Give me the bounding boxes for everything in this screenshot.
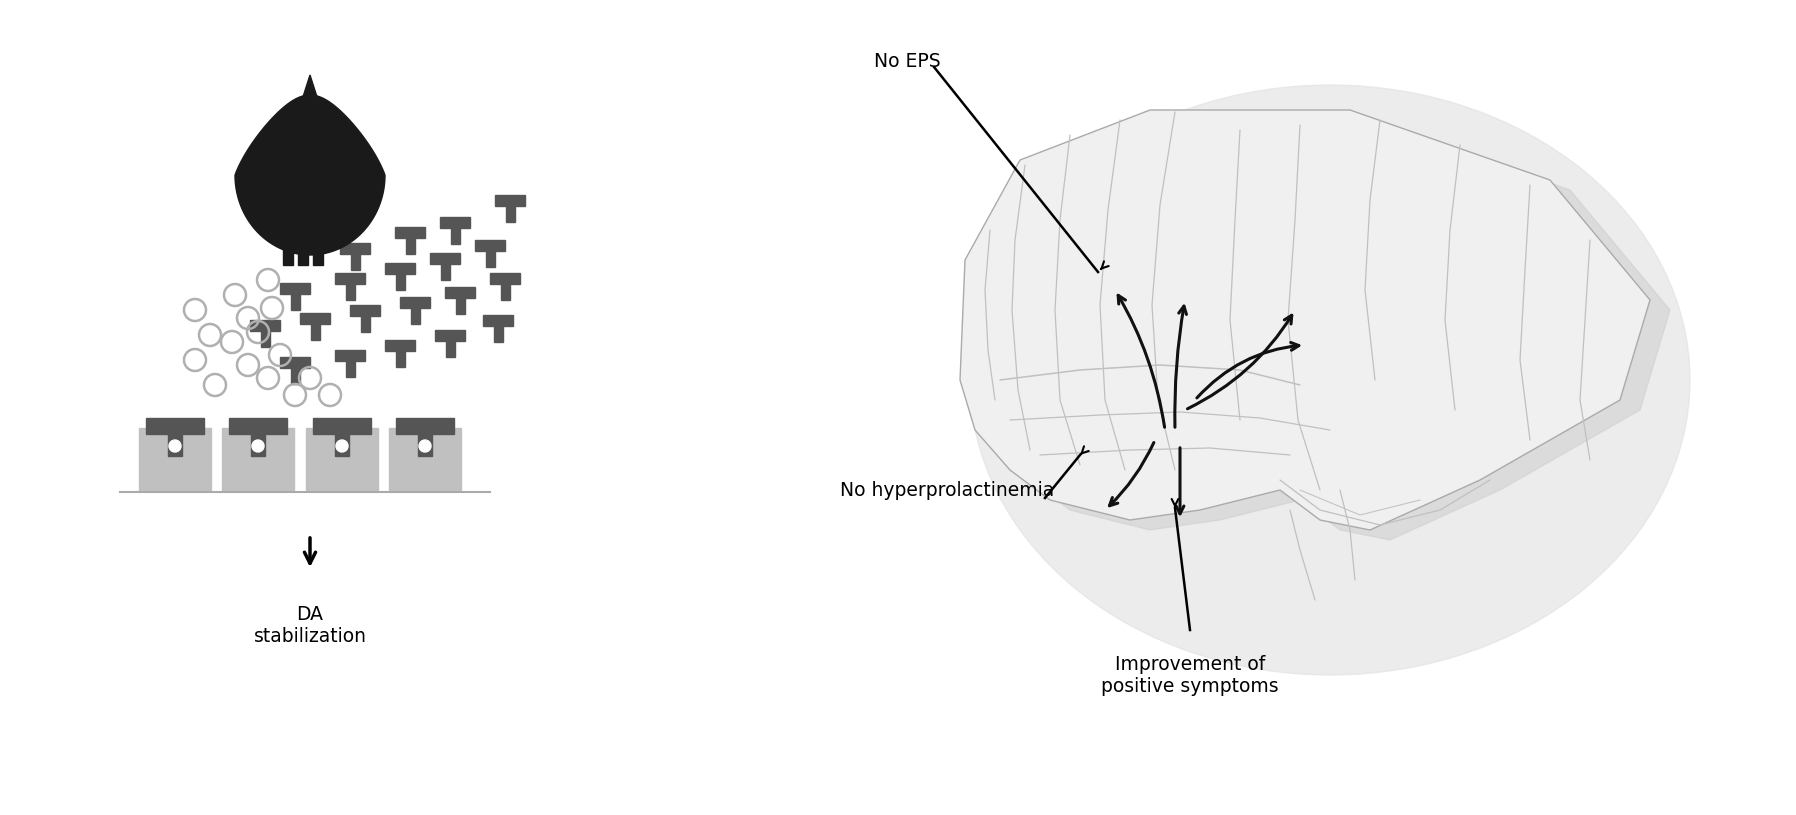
Polygon shape [284,247,293,265]
Polygon shape [445,287,474,297]
Polygon shape [451,227,460,244]
Polygon shape [230,418,287,434]
Bar [138,428,210,490]
Polygon shape [505,205,514,222]
Polygon shape [235,95,384,255]
Polygon shape [345,284,354,299]
Polygon shape [456,297,465,314]
Polygon shape [474,240,505,250]
Polygon shape [395,227,426,237]
Polygon shape [961,110,1651,530]
Polygon shape [485,250,494,267]
Polygon shape [250,319,280,331]
Polygon shape [313,418,372,434]
Polygon shape [339,243,370,253]
Polygon shape [298,247,307,265]
Polygon shape [401,297,429,307]
Text: Improvement of
positive symptoms: Improvement of positive symptoms [1101,655,1279,696]
Polygon shape [435,329,465,341]
Polygon shape [280,283,311,293]
Polygon shape [336,434,348,456]
Circle shape [251,440,264,452]
Bar [223,428,295,490]
Bar [390,428,462,490]
Polygon shape [496,195,524,205]
Polygon shape [490,272,521,284]
Circle shape [169,440,181,452]
Polygon shape [251,434,266,456]
Bar [305,428,377,490]
Polygon shape [350,305,381,315]
Polygon shape [350,253,359,270]
Polygon shape [302,75,318,100]
Text: No EPS: No EPS [875,52,941,71]
Polygon shape [291,368,300,384]
Polygon shape [291,293,300,310]
Polygon shape [395,274,404,289]
Polygon shape [445,341,454,356]
Text: No hyperprolactinemia: No hyperprolactinemia [841,481,1054,500]
Polygon shape [411,307,420,324]
Text: DA
stabilization: DA stabilization [253,605,366,646]
Polygon shape [395,418,454,434]
Polygon shape [406,237,415,253]
Circle shape [336,440,348,452]
Polygon shape [494,325,503,341]
Polygon shape [384,262,415,274]
Polygon shape [483,315,514,325]
Polygon shape [280,356,311,368]
Polygon shape [395,350,404,367]
Ellipse shape [970,85,1690,675]
Polygon shape [313,247,323,265]
Polygon shape [311,324,320,340]
Polygon shape [345,360,354,377]
Polygon shape [429,253,460,263]
Polygon shape [440,217,471,227]
Polygon shape [384,340,415,350]
Polygon shape [300,312,330,324]
Polygon shape [145,418,205,434]
Polygon shape [169,434,181,456]
Polygon shape [260,331,269,346]
Polygon shape [501,284,510,299]
Polygon shape [440,263,449,280]
Polygon shape [336,350,365,360]
Circle shape [418,440,431,452]
Polygon shape [336,272,365,284]
Polygon shape [981,120,1670,540]
Polygon shape [361,315,370,332]
Polygon shape [418,434,433,456]
